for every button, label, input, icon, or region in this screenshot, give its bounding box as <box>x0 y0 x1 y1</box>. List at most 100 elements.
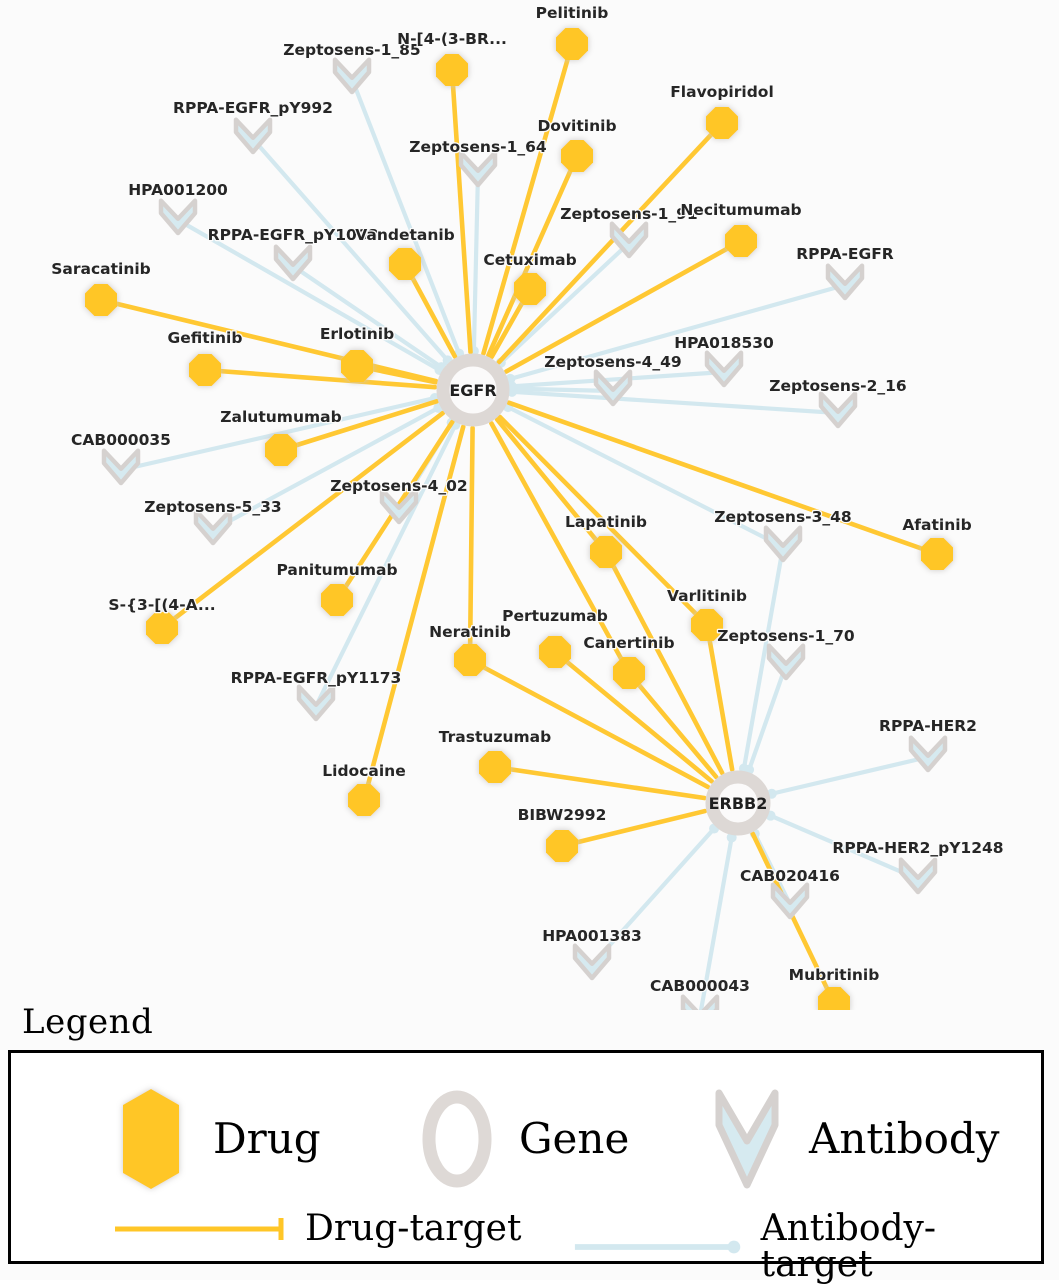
antibody-node[interactable] <box>818 391 858 429</box>
drug-target-edge <box>481 41 575 356</box>
drug-node-label: Vandetanib <box>355 226 455 244</box>
drug-node[interactable] <box>348 784 380 816</box>
drug-node[interactable] <box>146 612 178 644</box>
antibody-target-edge <box>175 217 442 373</box>
drug-node[interactable] <box>818 987 850 1010</box>
network-graph: EGFR ERBB2 Zeptosens-1_85 RPPA-EGFR_pY992 Z… <box>50 3 1005 1010</box>
antibody-node[interactable] <box>898 857 938 895</box>
antibody-node[interactable] <box>458 150 498 188</box>
antibody-node[interactable] <box>680 994 720 1010</box>
drug-node-label: Zalutumumab <box>220 408 341 426</box>
drug-node[interactable] <box>514 273 546 305</box>
drug-target-edge <box>486 153 580 358</box>
antibody-node[interactable] <box>193 508 233 546</box>
drug-node-label: S-{3-[(4-A... <box>108 596 215 614</box>
antibody-node[interactable] <box>770 882 810 920</box>
antibody-node[interactable] <box>233 117 273 155</box>
legend-label-drug-target: Drug-target <box>305 1208 522 1249</box>
drug-node[interactable] <box>321 584 353 616</box>
drug-node-label: Lidocaine <box>322 762 405 780</box>
drug-node[interactable] <box>921 538 953 570</box>
drug-node-label: Neratinib <box>429 623 511 641</box>
drug-node[interactable] <box>436 54 468 86</box>
drug-node-label: Dovitinib <box>537 117 616 135</box>
antibody-node[interactable] <box>572 943 612 981</box>
antibody-target-edge <box>509 386 616 394</box>
antibody-node[interactable] <box>379 487 419 525</box>
drug-node-label: Lapatinib <box>565 513 647 531</box>
drug-node[interactable] <box>590 536 622 568</box>
legend-box: Drug Gene Antibody Drug-target <box>8 1050 1044 1283</box>
legend-label-antibody-target: Antibody-target <box>760 1208 937 1285</box>
antibody-node[interactable] <box>332 57 372 95</box>
antibody-node-label: Zeptosens-1_85 <box>283 41 420 59</box>
antibody-node[interactable] <box>296 684 336 722</box>
drug-node[interactable] <box>561 140 593 172</box>
drug-node[interactable] <box>341 350 373 382</box>
drug-edges-layer <box>98 41 940 1006</box>
drug-target-edge <box>98 297 439 384</box>
antibody-target-edge <box>313 422 458 709</box>
antibody-node[interactable] <box>158 198 198 236</box>
antibody-node[interactable] <box>704 350 744 388</box>
drug-node-label: Pelitinib <box>536 4 609 22</box>
drug-node[interactable] <box>725 225 757 257</box>
antibody-target-edge <box>498 240 632 365</box>
drug-node-label: Mubritinib <box>789 966 880 984</box>
drug-node-label: Panitumumab <box>276 561 397 579</box>
drug-target-edge <box>467 657 711 790</box>
drug-node[interactable] <box>189 354 221 386</box>
drug-target-edge <box>503 238 744 374</box>
antibody-node-label: Zeptosens-1_64 <box>409 138 547 156</box>
antibody-node-label: CAB020416 <box>740 867 840 885</box>
drug-target-edge <box>603 549 725 776</box>
drug-node-label: Canertinib <box>583 634 674 652</box>
antibody-node-label: RPPA-EGFR_pY1173 <box>231 669 402 687</box>
antibody-node[interactable] <box>763 525 803 563</box>
drug-node[interactable] <box>691 609 723 641</box>
drug-node[interactable] <box>389 248 421 280</box>
antibody-node[interactable] <box>593 369 633 407</box>
antibody-icon <box>715 1089 779 1189</box>
drug-node-label: Varlitinib <box>667 587 747 605</box>
drug-node[interactable] <box>265 434 297 466</box>
drug-node[interactable] <box>539 636 571 668</box>
antibody-node[interactable] <box>825 263 865 301</box>
antibody-node[interactable] <box>908 735 948 773</box>
drug-target-edge <box>496 120 725 365</box>
gene-node-label: ERBB2 <box>709 794 768 813</box>
legend-edge-antibody-target: Antibody-target <box>571 1211 1041 1283</box>
drug-target-edge <box>278 399 440 453</box>
antibody-node[interactable] <box>101 448 141 486</box>
drug-target-edge <box>489 420 632 676</box>
drug-node[interactable] <box>85 284 117 316</box>
drug-node[interactable] <box>613 657 645 689</box>
antibody-node[interactable] <box>273 244 313 282</box>
drug-node[interactable] <box>479 751 511 783</box>
legend-title: Legend <box>22 1002 154 1042</box>
gene-node[interactable] <box>705 770 771 836</box>
antibody-target-edge <box>769 754 931 796</box>
antibody-target-edge <box>589 826 717 968</box>
antibody-target-edge <box>768 813 921 882</box>
antibody-node-label: CAB000043 <box>650 977 750 995</box>
drug-node[interactable] <box>454 644 486 676</box>
gene-node[interactable] <box>436 353 510 427</box>
legend-node-gene: Gene <box>409 1079 629 1199</box>
drug-node[interactable] <box>546 830 578 862</box>
drug-node-label: N-[4-(3-BR... <box>397 30 507 48</box>
antibody-target-edge <box>746 662 789 772</box>
antibody-node[interactable] <box>766 643 806 681</box>
drug-node-label: Cetuximab <box>483 251 576 269</box>
antibody-target-edge <box>508 282 848 381</box>
drug-node[interactable] <box>556 28 588 60</box>
drug-node-label: Flavopiridol <box>670 83 774 101</box>
antibody-node[interactable] <box>609 221 649 259</box>
legend: Legend Drug Gene Antibody <box>0 1002 1059 1283</box>
legend-node-drug: Drug <box>103 1079 321 1199</box>
drug-node[interactable] <box>706 107 738 139</box>
drug-nodes-layer <box>85 28 953 1010</box>
drug-node-label: Pertuzumab <box>502 607 608 625</box>
